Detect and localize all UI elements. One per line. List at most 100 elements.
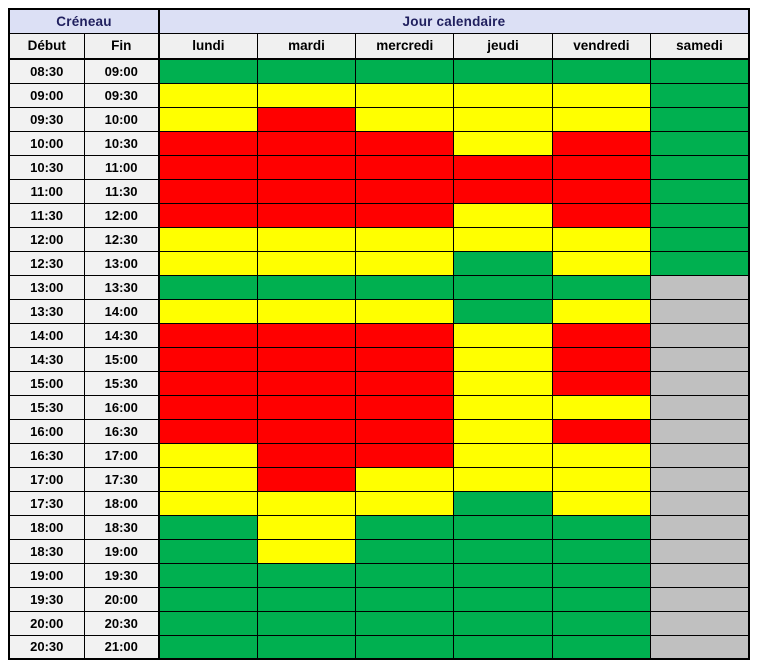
slot-mercredi-1000-red <box>355 130 455 156</box>
slot-lundi-1700-yellow <box>158 466 258 492</box>
debut-cell: 19:30 <box>8 586 85 612</box>
slot-mercredi-1600-red <box>355 418 455 444</box>
fin-column-header: Fin <box>83 32 160 60</box>
slot-mercredi-1530-red <box>355 394 455 420</box>
table-row: 16:00 16:30 <box>8 418 750 444</box>
table-row: 20:00 20:30 <box>8 610 750 636</box>
slot-vendredi-1830-green <box>551 538 652 564</box>
header-row-groups: Créneau Jour calendaire <box>8 8 750 34</box>
fin-cell: 11:30 <box>83 178 160 204</box>
day-header-vendredi: vendredi <box>551 32 652 60</box>
slot-mardi-1400-red <box>256 322 357 348</box>
slot-jeudi-1900-green <box>453 562 553 588</box>
day-header-mardi: mardi <box>256 32 357 60</box>
slot-jeudi-1300-green <box>453 274 553 300</box>
schedule-grid: Créneau Jour calendaire Début Fin lundi m… <box>8 8 750 660</box>
slot-lundi-1430-red <box>158 346 258 372</box>
slot-lundi-1030-red <box>158 154 258 180</box>
fin-cell: 09:00 <box>83 58 160 84</box>
debut-cell: 08:30 <box>8 58 85 84</box>
slot-samedi-1200-green <box>649 226 750 252</box>
debut-cell: 19:00 <box>8 562 85 588</box>
slot-lundi-2000-green <box>158 610 258 636</box>
table-row: 10:30 11:00 <box>8 154 750 180</box>
slot-lundi-1300-green <box>158 274 258 300</box>
slot-jeudi-0930-yellow <box>453 106 553 132</box>
slot-samedi-1330-gray <box>649 298 750 324</box>
slot-mercredi-1830-green <box>355 538 455 564</box>
slot-lundi-0930-yellow <box>158 106 258 132</box>
slot-vendredi-1300-green <box>551 274 652 300</box>
slot-jeudi-1000-yellow <box>453 130 553 156</box>
slot-samedi-1300-gray <box>649 274 750 300</box>
slot-vendredi-1500-red <box>551 370 652 396</box>
slot-jeudi-1530-yellow <box>453 394 553 420</box>
slot-samedi-1530-gray <box>649 394 750 420</box>
slot-jeudi-1600-yellow <box>453 418 553 444</box>
slot-jeudi-2000-green <box>453 610 553 636</box>
slot-lundi-1130-red <box>158 202 258 228</box>
fin-cell: 14:30 <box>83 322 160 348</box>
debut-cell: 13:30 <box>8 298 85 324</box>
slot-mardi-1830-yellow <box>256 538 357 564</box>
slot-mardi-1130-red <box>256 202 357 228</box>
slot-mercredi-1930-green <box>355 586 455 612</box>
slot-mercredi-0930-yellow <box>355 106 455 132</box>
slot-samedi-1600-gray <box>649 418 750 444</box>
slot-samedi-1030-green <box>649 154 750 180</box>
slot-mardi-0830-green <box>256 58 357 84</box>
slot-mercredi-0900-yellow <box>355 82 455 108</box>
slot-mercredi-1030-red <box>355 154 455 180</box>
day-header-mercredi: mercredi <box>355 32 455 60</box>
slot-lundi-1500-red <box>158 370 258 396</box>
slot-mardi-1100-red <box>256 178 357 204</box>
slot-vendredi-1930-green <box>551 586 652 612</box>
debut-cell: 15:00 <box>8 370 85 396</box>
day-header-jeudi: jeudi <box>453 32 553 60</box>
slot-jeudi-1200-yellow <box>453 226 553 252</box>
slot-samedi-1130-green <box>649 202 750 228</box>
slot-samedi-1230-green <box>649 250 750 276</box>
slot-mercredi-2030-green <box>355 634 455 660</box>
slot-samedi-1900-gray <box>649 562 750 588</box>
debut-cell: 10:30 <box>8 154 85 180</box>
table-row: 17:30 18:00 <box>8 490 750 516</box>
debut-cell: 18:00 <box>8 514 85 540</box>
debut-cell: 17:30 <box>8 490 85 516</box>
slot-jeudi-0830-green <box>453 58 553 84</box>
slot-vendredi-1430-red <box>551 346 652 372</box>
fin-cell: 20:30 <box>83 610 160 636</box>
debut-cell: 20:00 <box>8 610 85 636</box>
slot-lundi-1800-green <box>158 514 258 540</box>
fin-cell: 16:30 <box>83 418 160 444</box>
debut-column-header: Début <box>8 32 85 60</box>
debut-cell: 14:00 <box>8 322 85 348</box>
slot-vendredi-2030-green <box>551 634 652 660</box>
slot-jeudi-1430-yellow <box>453 346 553 372</box>
table-body: 08:30 09:00 09:00 09:30 09:30 10:00 10:00 10:30… <box>8 58 750 660</box>
slot-mercredi-1730-yellow <box>355 490 455 516</box>
table-row: 16:30 17:00 <box>8 442 750 468</box>
slot-lundi-1200-yellow <box>158 226 258 252</box>
slot-jeudi-1400-yellow <box>453 322 553 348</box>
slot-mardi-1230-yellow <box>256 250 357 276</box>
slot-mercredi-1500-red <box>355 370 455 396</box>
slot-lundi-1530-red <box>158 394 258 420</box>
debut-cell: 16:30 <box>8 442 85 468</box>
table-row: 09:00 09:30 <box>8 82 750 108</box>
slot-jeudi-1800-green <box>453 514 553 540</box>
slot-lundi-1630-yellow <box>158 442 258 468</box>
availability-schedule-table: Créneau Jour calendaire Début Fin lundi m… <box>8 8 750 660</box>
jour-calendaire-group-header: Jour calendaire <box>158 8 750 34</box>
slot-mercredi-1100-red <box>355 178 455 204</box>
slot-lundi-1000-red <box>158 130 258 156</box>
slot-samedi-1830-gray <box>649 538 750 564</box>
slot-samedi-0930-green <box>649 106 750 132</box>
table-row: 10:00 10:30 <box>8 130 750 156</box>
slot-mardi-1000-red <box>256 130 357 156</box>
slot-vendredi-0830-green <box>551 58 652 84</box>
slot-vendredi-1530-yellow <box>551 394 652 420</box>
fin-cell: 10:00 <box>83 106 160 132</box>
slot-vendredi-1230-yellow <box>551 250 652 276</box>
debut-cell: 12:00 <box>8 226 85 252</box>
